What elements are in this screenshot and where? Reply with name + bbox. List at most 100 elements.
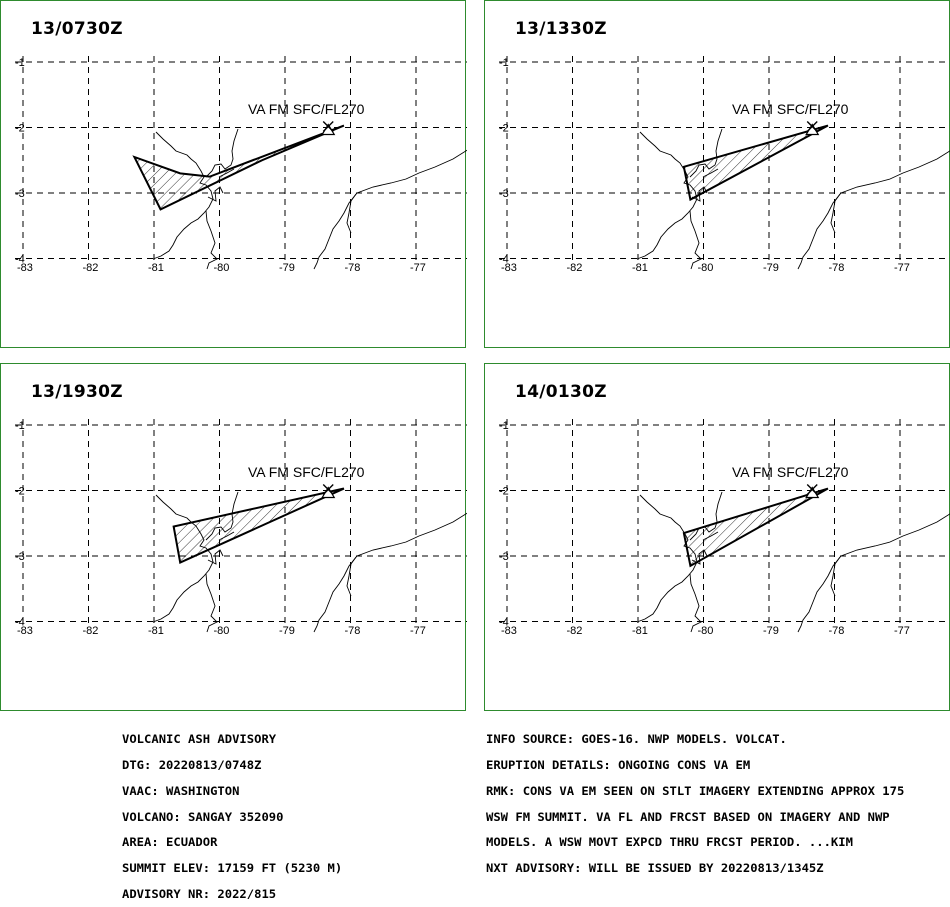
lon-tick-label: -81: [632, 625, 648, 637]
lat-tick-label: -3: [499, 188, 509, 200]
lon-tick-label: -78: [829, 625, 845, 637]
panel-time: 14/0130Z: [515, 382, 607, 402]
lat-tick-label: -2: [499, 486, 509, 498]
lon-tick-label: -77: [410, 262, 426, 274]
lon-tick-label: -78: [345, 262, 361, 274]
lat-tick-label: -1: [499, 57, 509, 69]
forecast-panel-2: -83 -82 -81 -80 -79 -78 -77 -1 -2 -3 -4 VA FM SFC/F…: [0, 363, 467, 711]
ash-level-label: VA FM SFC/FL270: [248, 101, 365, 117]
ash-level-label: VA FM SFC/FL270: [732, 101, 849, 117]
lon-tick-label: -81: [148, 262, 164, 274]
ash-map-0: -83 -82 -81 -80 -79 -78 -77 -1 -2 -3 -4 VA FM SFC/F…: [15, 56, 467, 274]
ash-level-label: VA FM SFC/FL270: [248, 464, 365, 480]
panel-time: 13/1930Z: [31, 382, 123, 402]
lat-tick-label: -1: [499, 420, 509, 432]
coastline: [313, 512, 467, 633]
lon-tick-label: -80: [214, 262, 230, 274]
advisory-line: WSW FM SUMMIT. VA FL AND FRCST BASED ON …: [486, 809, 890, 824]
ash-cloud-polygon: [682, 124, 829, 202]
advisory-line: NXT ADVISORY: WILL BE ISSUED BY 20220813…: [486, 861, 824, 876]
advisory-line: MODELS. A WSW MOVT EXPCD THRU FRCST PERI…: [486, 835, 853, 850]
lat-tick-label: -4: [499, 254, 509, 266]
coastline: [346, 193, 357, 234]
coastline: [346, 556, 357, 597]
coastline: [152, 131, 214, 260]
advisory-line: AREA: ECUADOR: [122, 835, 218, 850]
lon-tick-label: -83: [501, 262, 517, 274]
volcano-x-mark: [806, 121, 818, 132]
advisory-header-text: VOLCANIC ASH ADVISORY DTG: 20220813/0748…: [122, 718, 342, 907]
ash-map-1: -83 -82 -81 -80 -79 -78 -77 -1 -2 -3 -4 VA FM SFC/F…: [499, 56, 950, 274]
ash-map-2: -83 -82 -81 -80 -79 -78 -77 -1 -2 -3 -4 VA FM SFC/F…: [15, 419, 467, 637]
coastline: [205, 573, 218, 633]
lat-tick-label: -4: [15, 617, 25, 629]
coastline: [830, 556, 841, 597]
lat-tick-label: -4: [499, 617, 509, 629]
coastline: [205, 210, 218, 270]
lon-tick-label: -83: [501, 625, 517, 637]
lon-tick-label: -83: [17, 262, 33, 274]
advisory-line: VOLCANIC ASH ADVISORY: [122, 732, 277, 747]
coastline: [313, 149, 467, 270]
coastline: [207, 186, 224, 202]
lon-tick-label: -80: [698, 625, 714, 637]
advisory-line: VAAC: WASHINGTON: [122, 783, 240, 798]
forecast-panel-1: -83 -82 -81 -80 -79 -78 -77 -1 -2 -3 -4 VA FM SFC/F…: [484, 0, 950, 348]
forecast-panel-3: -83 -82 -81 -80 -79 -78 -77 -1 -2 -3 -4 VA FM SFC/F…: [484, 363, 950, 711]
lon-tick-label: -82: [567, 625, 583, 637]
volcano-x-mark: [322, 484, 334, 495]
advisory-line: RMK: CONS VA EM SEEN ON STLT IMAGERY EXT…: [486, 783, 905, 798]
lat-tick-label: -3: [15, 188, 25, 200]
lat-tick-label: -2: [15, 123, 25, 135]
lat-tick-label: -2: [499, 123, 509, 135]
lon-tick-label: -82: [83, 625, 99, 637]
lon-tick-label: -79: [279, 262, 295, 274]
panel-time: 13/1330Z: [515, 19, 607, 39]
coastline: [797, 150, 950, 270]
ash-cloud-polygon: [682, 487, 829, 568]
advisory-line: INFO SOURCE: GOES-16. NWP MODELS. VOLCAT…: [486, 732, 787, 747]
lon-tick-label: -77: [894, 625, 910, 637]
coastline: [636, 131, 698, 260]
ash-cloud-polygon: [132, 124, 345, 211]
advisory-line: VOLCANO: SANGAY 352090: [122, 809, 284, 824]
lon-tick-label: -81: [632, 262, 648, 274]
lat-tick-label: -4: [15, 254, 25, 266]
ash-level-label: VA FM SFC/FL270: [732, 464, 849, 480]
coastline: [797, 513, 950, 633]
volcano-x-mark: [806, 484, 818, 495]
lat-tick-label: -1: [15, 420, 25, 432]
coastline: [689, 573, 702, 633]
coastline: [205, 128, 239, 178]
advisory-line: SUMMIT ELEV: 17159 FT (5230 M): [122, 861, 343, 876]
advisory-line: ADVISORY NR: 2022/815: [122, 886, 277, 901]
lon-tick-label: -82: [83, 262, 99, 274]
lon-tick-label: -79: [763, 625, 779, 637]
coastline: [152, 494, 214, 623]
coastline: [207, 549, 224, 565]
lon-tick-label: -77: [894, 262, 910, 274]
ash-map-3: -83 -82 -81 -80 -79 -78 -77 -1 -2 -3 -4 VA FM SFC/F…: [499, 419, 950, 637]
lon-tick-label: -82: [567, 262, 583, 274]
lat-tick-label: -2: [15, 486, 25, 498]
lon-tick-label: -83: [17, 625, 33, 637]
lon-tick-label: -78: [829, 262, 845, 274]
lon-tick-label: -81: [148, 625, 164, 637]
coastline: [689, 210, 702, 270]
advisory-line: DTG: 20220813/0748Z: [122, 757, 262, 772]
forecast-panel-0: -83 -82 -81 -80 -79 -78 -77 -1 -2 -3 -4 VA FM SFC/F…: [0, 0, 467, 348]
lon-tick-label: -78: [345, 625, 361, 637]
advisory-details-text: INFO SOURCE: GOES-16. NWP MODELS. VOLCAT…: [486, 718, 904, 881]
coastline: [830, 193, 841, 234]
lon-tick-label: -80: [698, 262, 714, 274]
lon-tick-label: -80: [214, 625, 230, 637]
volcano-x-mark: [322, 121, 334, 132]
panel-time: 13/0730Z: [31, 19, 123, 39]
advisory-line: ERUPTION DETAILS: ONGOING CONS VA EM: [486, 757, 751, 772]
lat-tick-label: -3: [499, 551, 509, 563]
lat-tick-label: -1: [15, 57, 25, 69]
lon-tick-label: -79: [279, 625, 295, 637]
lon-tick-label: -77: [410, 625, 426, 637]
ash-cloud-polygon: [172, 487, 345, 564]
lon-tick-label: -79: [763, 262, 779, 274]
